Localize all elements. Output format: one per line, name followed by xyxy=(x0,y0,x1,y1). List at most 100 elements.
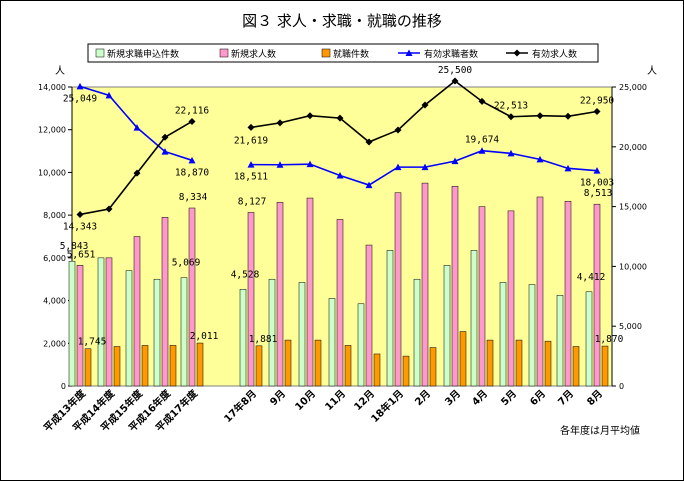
bar xyxy=(357,303,365,387)
data-label: 14,343 xyxy=(63,221,97,232)
line-marker xyxy=(507,149,515,157)
data-label: 4,412 xyxy=(577,272,606,283)
line-series-3 xyxy=(76,82,601,189)
category-label: 8月 xyxy=(585,388,605,408)
line-marker xyxy=(276,161,284,168)
data-label: 8,334 xyxy=(179,192,208,203)
bar xyxy=(478,206,486,387)
bar xyxy=(284,339,292,387)
left-tick-label: 2,000 xyxy=(43,339,66,348)
bar xyxy=(306,197,314,387)
left-tick-label: 8,000 xyxy=(43,211,66,220)
bar xyxy=(328,298,336,387)
legend-marker xyxy=(513,49,521,57)
bar xyxy=(161,217,169,387)
bar xyxy=(402,355,410,387)
bars xyxy=(68,182,609,387)
bar-series-1 xyxy=(76,182,601,387)
left-axis-unit: 人 xyxy=(55,65,65,77)
line-marker xyxy=(365,138,373,146)
line-marker xyxy=(76,82,84,90)
category-label: 17年8月 xyxy=(221,387,259,425)
category-label: 11月 xyxy=(323,388,348,413)
right-tick-label: 20,000 xyxy=(619,143,647,152)
line-marker xyxy=(161,133,169,141)
data-label: 18,511 xyxy=(234,172,269,183)
bar xyxy=(276,202,284,387)
bar xyxy=(133,236,141,387)
bar xyxy=(470,250,478,387)
legend-label: 新規求人数 xyxy=(231,48,276,60)
bar xyxy=(373,353,381,387)
line-marker xyxy=(451,77,459,85)
line-marker xyxy=(76,210,84,218)
line-marker xyxy=(188,156,196,164)
legend-swatch xyxy=(321,48,331,58)
data-label: 1,881 xyxy=(249,334,278,345)
left-tick-label: 12,000 xyxy=(38,126,66,135)
legend-label: 有効求職者数 xyxy=(424,48,478,60)
bar xyxy=(141,345,149,387)
line-marker xyxy=(306,160,314,168)
bar xyxy=(153,278,161,387)
bar xyxy=(394,192,402,387)
legend-label: 有効求人数 xyxy=(532,48,577,60)
line-marker xyxy=(421,163,429,171)
bar xyxy=(572,346,580,387)
bar xyxy=(413,278,421,387)
left-tick-label: 4,000 xyxy=(43,297,66,306)
line-marker xyxy=(306,112,314,120)
right-axis: 0 5,000 10,000 15,000 20,000 25,000 xyxy=(611,83,647,391)
line-marker xyxy=(365,181,373,189)
line-marker xyxy=(478,97,486,105)
bar xyxy=(268,278,276,387)
bar xyxy=(239,289,247,387)
right-axis-unit: 人 xyxy=(647,65,657,77)
bar xyxy=(386,250,394,387)
category-label: 4月 xyxy=(470,388,490,408)
legend-label: 新規求職申込件数 xyxy=(107,48,179,60)
chart-note: 各年度は月平均値 xyxy=(560,424,640,437)
data-label: 18,870 xyxy=(175,167,210,178)
line-marker xyxy=(507,113,515,121)
bar xyxy=(544,340,552,387)
bar xyxy=(528,284,536,387)
legend-item-item-0: 新規求職申込件数 xyxy=(95,48,179,60)
lines xyxy=(76,77,601,218)
data-label: 5,069 xyxy=(172,258,201,269)
legend: 新規求職申込件数 新規求人数 就職件数 有効求職者数 有効求人数 xyxy=(87,43,599,63)
line-marker xyxy=(564,164,572,172)
legend-item-item-2: 就職件数 xyxy=(321,48,369,60)
data-label: 1,870 xyxy=(595,334,624,345)
bar xyxy=(564,201,572,387)
bar xyxy=(451,186,459,387)
bar xyxy=(97,257,105,387)
bar xyxy=(68,260,76,387)
data-label: 25,500 xyxy=(438,65,473,76)
bar xyxy=(344,345,352,387)
right-tick-label: 5,000 xyxy=(619,322,642,331)
right-tick-label: 25,000 xyxy=(619,83,647,92)
bar xyxy=(515,339,523,387)
bar xyxy=(105,257,113,387)
data-label: 22,116 xyxy=(175,105,210,116)
data-label: 2,011 xyxy=(190,331,219,342)
bar xyxy=(486,339,494,387)
category-label: 12月 xyxy=(352,388,377,413)
bar xyxy=(421,182,429,387)
data-label: 8,513 xyxy=(584,188,613,199)
bar xyxy=(196,342,204,387)
bar xyxy=(314,339,322,387)
data-label: 22,513 xyxy=(494,101,528,112)
bar xyxy=(113,346,121,387)
line-marker xyxy=(394,163,402,171)
line-marker xyxy=(336,172,344,179)
legend-item-item-1: 新規求人数 xyxy=(219,48,276,60)
right-tick-label: 10,000 xyxy=(619,262,647,271)
bar xyxy=(298,282,306,387)
bar xyxy=(336,219,344,387)
category-label: 3月 xyxy=(443,388,463,408)
category-label: 5月 xyxy=(499,388,519,408)
